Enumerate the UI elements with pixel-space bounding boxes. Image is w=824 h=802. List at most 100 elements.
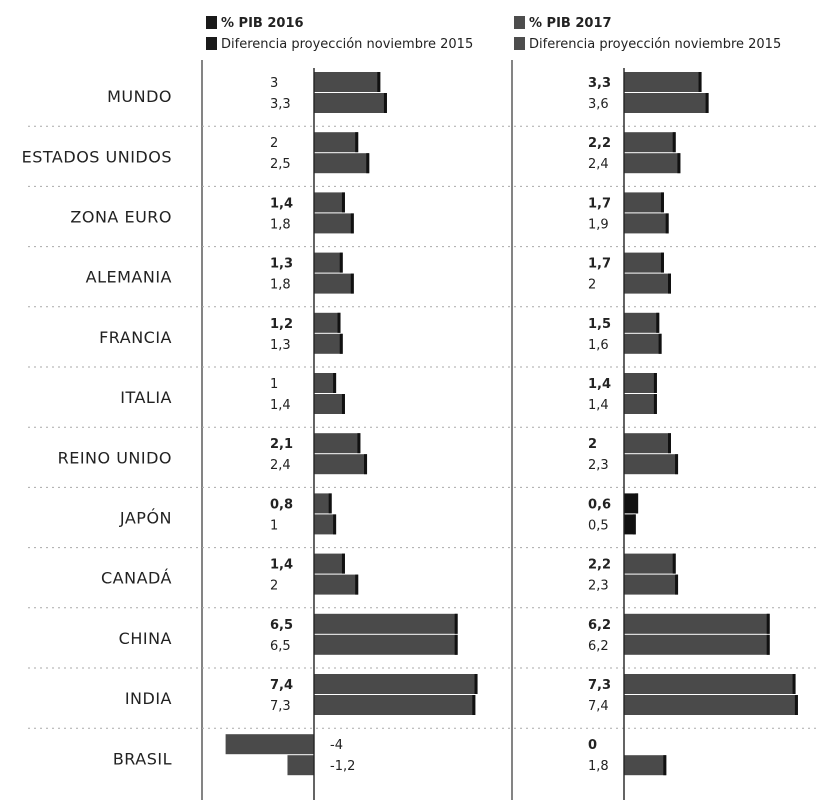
legend-swatch	[514, 37, 525, 50]
bar-edge	[377, 72, 381, 92]
data-label: 0,8	[270, 497, 293, 512]
bar	[624, 132, 676, 153]
category-label: CHINA	[119, 629, 172, 648]
data-label: 1,7	[588, 196, 611, 211]
bar-edge	[383, 93, 387, 113]
data-label: 2	[270, 579, 278, 594]
bar-edge	[653, 373, 657, 393]
data-label: 1,3	[270, 257, 293, 272]
bar-edge	[339, 333, 343, 354]
bar-edge	[668, 433, 671, 454]
bar	[314, 213, 354, 234]
category-label: ZONA EURO	[70, 208, 172, 227]
bar-edge	[663, 755, 667, 776]
data-label: 2	[588, 437, 597, 452]
data-label: 6,2	[588, 618, 611, 633]
bar	[314, 634, 458, 655]
category-label: ITALIA	[120, 388, 172, 407]
bar-edge	[668, 273, 671, 294]
bar-edge	[656, 312, 660, 333]
bar	[314, 674, 478, 694]
bar-edge	[665, 213, 669, 234]
bar	[624, 574, 679, 595]
bar	[314, 433, 361, 454]
category-label: CANADÁ	[101, 569, 172, 588]
data-label: 7,3	[588, 678, 611, 693]
data-label: 1,2	[270, 317, 293, 332]
bar-edge	[355, 132, 359, 153]
bar-edge	[341, 553, 345, 574]
category-label: ALEMANIA	[86, 268, 172, 287]
bar	[314, 132, 359, 153]
bar-edge	[474, 674, 478, 694]
data-label: 0,6	[588, 497, 611, 512]
data-label: 3,6	[588, 97, 609, 112]
bar	[624, 394, 657, 414]
data-label: 0,5	[588, 518, 609, 533]
bar	[314, 252, 343, 273]
bar	[624, 433, 671, 454]
bar	[624, 153, 681, 174]
data-label: 1,4	[588, 398, 609, 413]
bar-edge	[705, 93, 709, 113]
bar	[314, 153, 370, 174]
data-label: 3,3	[270, 97, 291, 112]
bar-edge	[675, 454, 679, 475]
data-label: 1,5	[588, 317, 611, 332]
bar	[624, 312, 660, 333]
data-label: 0	[588, 738, 597, 753]
category-label: FRANCIA	[99, 328, 172, 347]
bar-edge	[333, 373, 337, 393]
bar	[314, 394, 345, 414]
bar	[314, 514, 337, 535]
bar	[624, 454, 679, 475]
bar	[624, 192, 664, 213]
data-label: 7,3	[270, 699, 291, 714]
bar	[624, 493, 639, 514]
bar-edge	[333, 514, 337, 535]
bar	[624, 695, 798, 715]
data-label: 2,5	[270, 157, 291, 172]
bar	[314, 373, 337, 393]
bar-edge	[632, 514, 636, 535]
data-label: 6,5	[270, 639, 291, 654]
bar	[624, 634, 770, 655]
data-label: 1,8	[588, 759, 609, 774]
bar	[624, 273, 671, 294]
bar	[287, 755, 314, 776]
bar-edge	[658, 333, 662, 354]
data-label: 1	[270, 518, 278, 533]
data-label: 2,1	[270, 437, 293, 452]
bar-edge	[660, 192, 664, 213]
bar-edge	[660, 252, 664, 273]
bar	[314, 93, 387, 113]
bar	[314, 695, 476, 715]
bar	[314, 192, 345, 213]
data-label: 1,7	[588, 257, 611, 272]
data-label: 1,4	[270, 196, 293, 211]
data-label: 1,4	[270, 558, 293, 573]
data-label: 1,8	[270, 217, 291, 232]
legend-label: % PIB 2016	[221, 16, 304, 31]
data-label: 2,3	[588, 579, 609, 594]
bar-edge	[341, 394, 345, 414]
bar-edge	[677, 153, 681, 174]
bar-edge	[792, 674, 796, 694]
bar-edge	[341, 192, 345, 213]
data-label: 7,4	[270, 678, 293, 693]
bar	[624, 755, 667, 776]
data-label: 1,3	[270, 338, 291, 353]
bar	[624, 514, 636, 535]
bar	[624, 333, 662, 354]
data-label: -4	[330, 738, 343, 753]
data-label: 2,4	[270, 458, 291, 473]
data-label: 6,2	[588, 639, 609, 654]
legend-label: % PIB 2017	[529, 16, 612, 31]
bar	[314, 613, 458, 634]
bar-edge	[454, 634, 458, 655]
bar	[624, 613, 770, 634]
data-label: -1,2	[330, 759, 355, 774]
bar-edge	[337, 312, 341, 333]
bar-edge	[350, 213, 354, 234]
